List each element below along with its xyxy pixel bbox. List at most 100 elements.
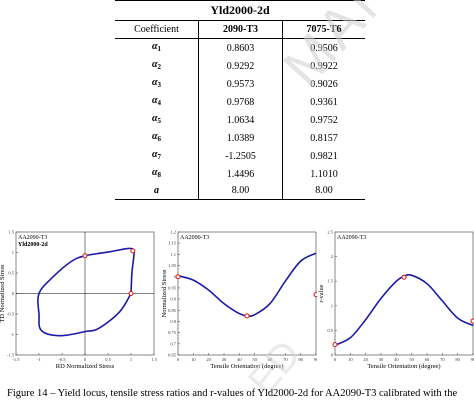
value-7075-t6: 0.9361	[310, 96, 338, 108]
value-7075-t6: 0.9752	[310, 114, 338, 126]
coefficient-symbol: α6	[115, 129, 199, 147]
coefficient-symbol: α3	[115, 75, 199, 93]
y-tick-label: 1.1	[170, 252, 176, 257]
table-row: α6 1.0389 0.8157	[115, 129, 365, 147]
legend-entry: Yld2000-2d	[18, 242, 48, 248]
y-tick-label: 0.5	[327, 328, 333, 333]
value-2090-t3: 1.4496	[198, 165, 283, 183]
normalized-stress-chart: 0 10 20 30 40 50 60 70 80 90 0.65 0.7 0.75 0.8 0.85 0.9…	[161, 230, 317, 370]
x-tick-label: 0	[177, 357, 180, 362]
x-tick-label: 10	[191, 357, 196, 362]
value-2090-t3: 0.9768	[198, 93, 283, 111]
r-value-chart: 0 10 20 30 40 50 60 70 80 90 0 0.5 1 1.5 2 2.5 AA2090-T3…	[318, 230, 474, 370]
experimental-point	[128, 291, 134, 296]
y-tick-label: 0.7	[170, 341, 176, 346]
yield-locus-chart: -1.5 -1 -0.5 0 0.5 1 1.5 -1.5 -1 -0.5 0 0.5 1 1.5 AA20…	[0, 230, 158, 371]
y-tick-label: 1.15	[168, 241, 177, 246]
y-tick-label: 0.85	[168, 308, 177, 313]
table-row: α7 -1.2505 0.9821	[115, 147, 365, 165]
y-tick-label: 0.5	[8, 271, 14, 276]
y-tick-label: 1.2	[170, 230, 176, 235]
y-tick-label: 1	[12, 250, 14, 255]
x-tick-label: 70	[283, 357, 288, 362]
x-axis-label: RD Normalized Stress	[56, 363, 115, 370]
x-tick-label: 90	[471, 357, 474, 362]
table-row: α2 0.9292 0.9922	[115, 57, 365, 75]
coefficient-symbol: a	[115, 183, 199, 200]
experimental-point	[332, 342, 338, 348]
experimental-point	[313, 292, 317, 298]
experimental-point	[470, 318, 474, 324]
header-7075-t6: 7075-T6	[282, 20, 365, 39]
x-tick-label: -1.5	[12, 357, 20, 362]
y-tick-label: 1.05	[168, 263, 177, 268]
table-row: α3 0.9573 0.9026	[115, 75, 365, 93]
y-tick-label: 0	[12, 291, 15, 296]
x-tick-label: 60	[268, 357, 273, 362]
header-coefficient: Coefficient	[115, 20, 199, 39]
experimental-point	[401, 274, 407, 280]
y-tick-label: -1.5	[7, 353, 15, 358]
y-tick-label: 0.75	[168, 330, 177, 335]
series-line-yld2000-2d	[177, 252, 317, 317]
x-tick-label: 80	[455, 357, 460, 362]
x-tick-label: 40	[394, 357, 399, 362]
y-axis-label: Normalized Stress	[161, 269, 168, 317]
y-tick-label: 2	[331, 254, 333, 259]
y-tick-label: 2.5	[327, 230, 333, 235]
value-2090-t3: 8.00	[198, 183, 283, 200]
value-7075-t6: 0.9026	[310, 78, 338, 90]
value-2090-t3: -1.2505	[198, 147, 283, 165]
x-tick-label: 1	[130, 357, 132, 362]
y-tick-label: 0	[331, 353, 334, 358]
value-7075-t6: 8.00	[282, 183, 365, 200]
table-row: α1 0.8603 0.9506	[115, 38, 365, 57]
x-tick-label: 0	[84, 357, 87, 362]
table-row: α4 0.9768 0.9361	[115, 93, 365, 111]
x-axis-label: Tensile Orientation (degree)	[367, 363, 440, 370]
coefficient-table: Yld2000-2d Coefficient 2090-T3 7075-T6 α…	[115, 0, 365, 200]
value-2090-t3: 1.0389	[198, 129, 283, 147]
y-tick-label: 1	[331, 303, 333, 308]
value-2090-t3: 0.9292	[198, 57, 283, 75]
x-tick-label: 1.5	[151, 357, 157, 362]
y-tick-label: 1.5	[327, 279, 333, 284]
table-row: a 8.00 8.00	[115, 183, 365, 200]
plot-frame	[177, 231, 317, 356]
x-tick-label: 0	[334, 357, 337, 362]
x-tick-label: 60	[425, 357, 430, 362]
coefficient-symbol: α2	[115, 57, 199, 75]
figure-caption: Figure 14 – Yield locus, tensile stress …	[7, 388, 458, 399]
x-tick-label: -0.5	[58, 357, 66, 362]
x-tick-label: 90	[314, 357, 317, 362]
x-tick-label: 50	[409, 357, 414, 362]
coefficient-symbol: α5	[115, 111, 199, 129]
legend-entry: AA2090-T3	[337, 235, 366, 241]
x-tick-label: 0.5	[105, 357, 111, 362]
x-axis-label: Tensile Orientation (degree)	[210, 363, 283, 370]
experimental-point	[130, 248, 136, 254]
x-tick-label: 20	[206, 357, 211, 362]
experimental-point	[82, 253, 88, 259]
y-axis-label: TD Normalized Stress	[0, 264, 6, 323]
header-2090-t3: 2090-T3	[198, 20, 283, 39]
value-2090-t3: 1.0634	[198, 111, 283, 129]
table-row: α8 1.4496 1.1010	[115, 165, 365, 183]
x-tick-label: 40	[237, 357, 242, 362]
value-7075-t6: 0.9506	[310, 42, 338, 54]
series-line-yld2000-2d	[37, 247, 136, 337]
table-row: α5 1.0634 0.9752	[115, 111, 365, 129]
value-7075-t6: 0.9821	[310, 150, 338, 162]
value-2090-t3: 0.9573	[198, 75, 283, 93]
y-tick-label: 0.9	[170, 297, 176, 302]
y-axis-label: r-value	[318, 284, 325, 302]
x-tick-label: 50	[252, 357, 257, 362]
legend-entry: AA2090-T3	[18, 235, 47, 241]
x-tick-label: 20	[363, 357, 368, 362]
y-tick-label: 1	[174, 274, 176, 279]
coefficient-symbol: α8	[115, 165, 199, 183]
x-tick-label: -1	[37, 357, 41, 362]
y-tick-label: 0.95	[168, 285, 177, 290]
x-tick-label: 70	[440, 357, 445, 362]
value-7075-t6: 0.9922	[310, 60, 338, 72]
